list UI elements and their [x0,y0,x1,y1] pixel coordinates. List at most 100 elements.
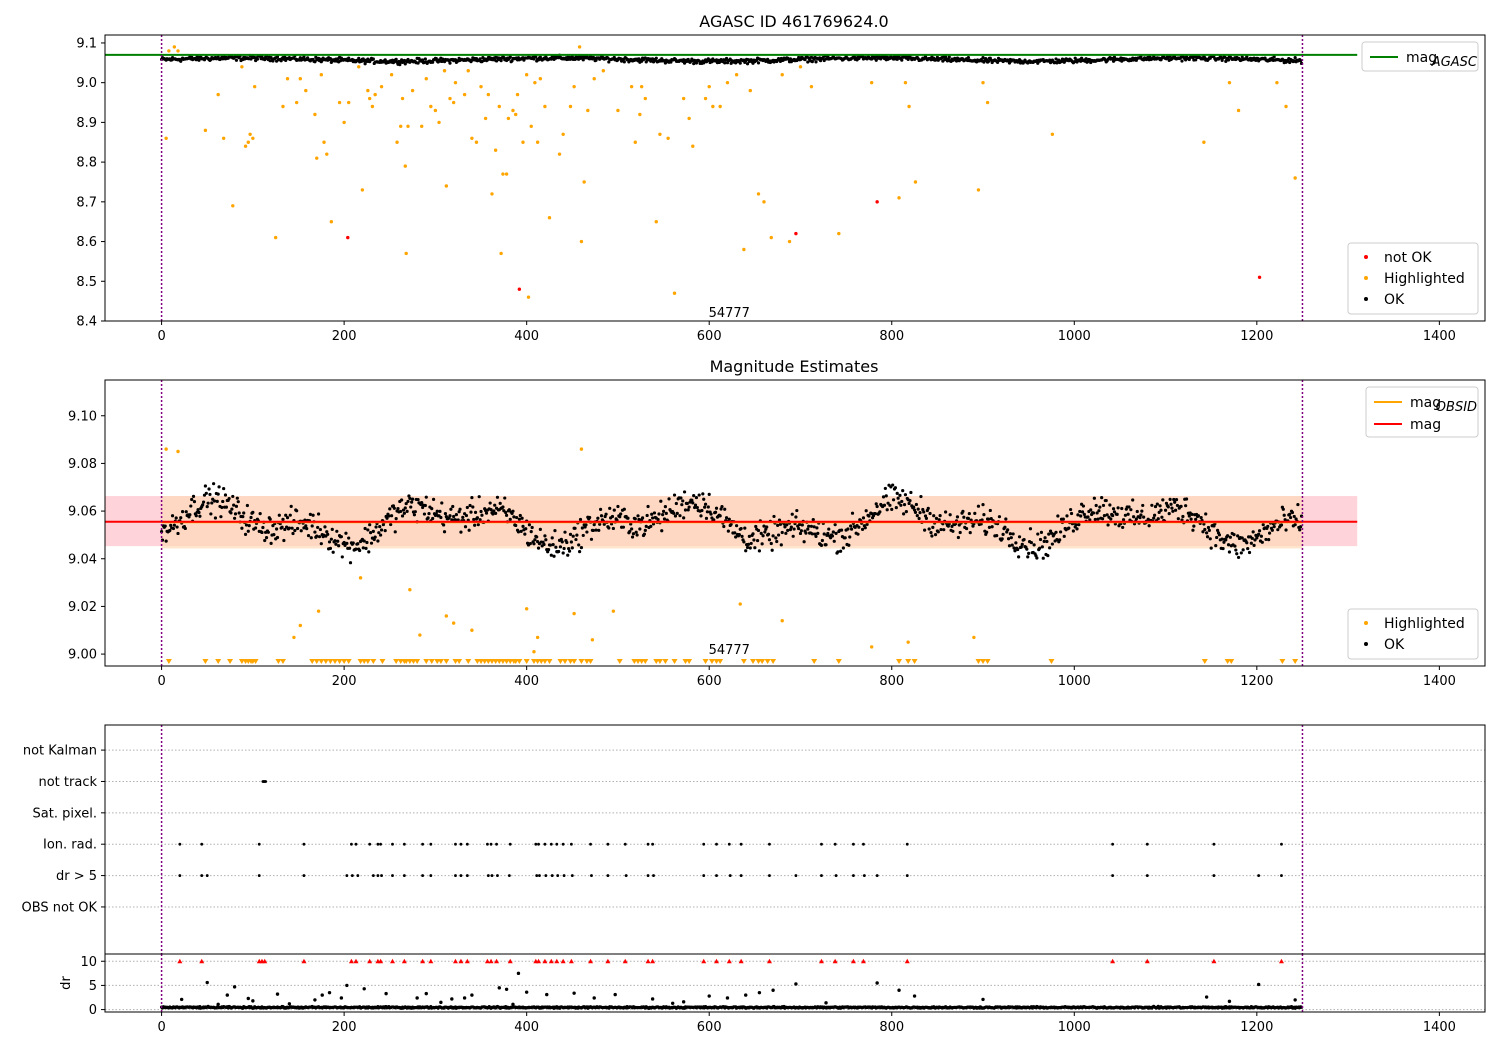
flag-point [380,874,383,877]
highlighted-point [666,136,670,140]
y-tick-label: 5 [89,979,97,994]
dr-above-5-marker [645,958,651,964]
highlighted-point [981,80,985,85]
ok-point [699,514,703,518]
highlighted-point [572,611,576,616]
highlighted-below-axis-marker [465,659,472,664]
ok-point [1236,534,1240,538]
flag-point [1280,842,1283,846]
ok-point [385,516,389,520]
ok-point [1069,511,1074,516]
flag-point [555,842,559,846]
highlighted-point [451,621,456,625]
ok-point [330,527,334,531]
flag-point [465,874,469,877]
ok-point [1293,523,1297,527]
ok-point [342,540,346,545]
ok-point [792,527,796,531]
dr-above-5-marker [650,958,656,964]
highlighted-point [748,88,752,93]
ok-point [581,533,585,538]
highlighted-point [474,140,479,144]
ok-point [580,526,584,530]
ok-point [426,516,430,520]
ok-point [1150,503,1154,507]
highlighted-point [586,108,590,113]
highlighted-point [243,144,248,148]
highlighted-point [410,88,415,93]
ok-point [305,527,309,531]
ok-point [737,532,741,537]
flag-point [820,842,823,846]
ok-point [1000,537,1004,541]
ok-point [723,61,727,65]
ok-point [774,536,778,540]
flag-point [1212,842,1216,846]
ok-point [1041,556,1045,560]
ok-point [664,511,668,515]
ok-point [1203,527,1207,532]
ok-point [607,526,611,530]
flag-point [834,874,838,877]
ok-point [1135,509,1139,514]
flag-point [549,842,553,846]
highlighted-point [658,132,662,137]
highlighted-below-axis-marker [370,659,377,664]
highlighted-point [203,128,208,133]
ok-point [378,524,382,529]
ok-point [751,532,755,536]
ok-point [778,522,782,526]
flag-point [739,874,743,877]
x-tick-label: 600 [697,674,722,689]
ok-point [467,528,471,532]
highlighted-point [577,45,582,49]
highlighted-point [703,96,708,101]
highlighted-point [298,623,303,628]
ok-point [724,516,729,520]
flag-point [852,842,855,846]
ok-point [1190,512,1194,516]
ok-point [261,525,265,530]
ok-point [345,541,349,545]
ok-point [532,542,536,546]
dr-above-5-marker [766,958,772,964]
ok-point [706,505,710,509]
ok-point [247,524,251,528]
ok-point [654,56,658,60]
ok-point [1299,59,1303,63]
ok-point [602,522,606,526]
legend-marker [1364,276,1368,280]
ok-point [253,526,258,530]
dr-above-5-marker [850,958,856,964]
ok-point [986,517,991,521]
ok-point [442,530,447,534]
ok-point [888,503,892,507]
ok-point [1069,507,1073,512]
ok-point [976,504,981,508]
flag-point [302,842,306,846]
ok-point [966,56,971,60]
flag-point [862,842,865,846]
ok-point [458,507,462,511]
ok-point [335,529,339,533]
flag-point [496,874,499,877]
ok-point [175,525,179,529]
highlighted-below-axis-marker [686,659,693,664]
ok-point [943,510,948,514]
ok-point [244,523,249,527]
legend-marker [1364,255,1368,259]
ok-point [598,522,602,526]
ok-point [251,999,255,1003]
ok-point [1129,508,1133,512]
ok-point [661,509,666,513]
ok-point [1235,552,1239,556]
flag-point [739,842,743,846]
highlighted-point [453,80,458,85]
ok-point [188,513,192,517]
ok-point [638,527,642,531]
ok-point [890,507,894,511]
highlighted-point [897,196,901,200]
ok-point [610,514,615,519]
ok-point [503,496,507,500]
y-tick-label: 10 [80,955,97,970]
